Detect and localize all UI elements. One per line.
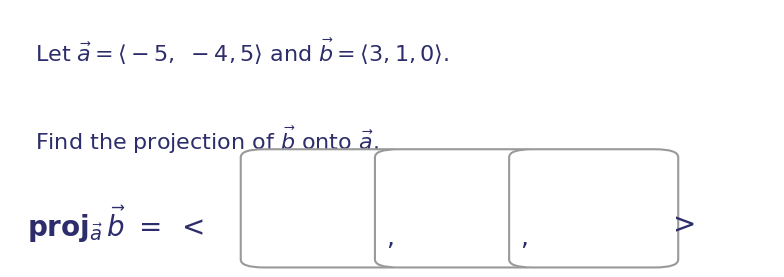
- Text: Let $\vec{a} = \langle -5,\ -4, 5\rangle$ and $\vec{b} = \langle 3, 1, 0\rangle$: Let $\vec{a} = \langle -5,\ -4, 5\rangle…: [35, 36, 449, 66]
- Text: $>$: $>$: [667, 211, 695, 238]
- FancyBboxPatch shape: [241, 149, 410, 268]
- FancyBboxPatch shape: [375, 149, 544, 268]
- Text: ,: ,: [386, 226, 394, 250]
- Text: $\mathbf{proj}_{\vec{a}}\, \vec{b}\ =\ <$: $\mathbf{proj}_{\vec{a}}\, \vec{b}\ =\ <…: [27, 204, 205, 245]
- Text: Find the projection of $\vec{b}$ onto $\vec{a}$.: Find the projection of $\vec{b}$ onto $\…: [35, 125, 379, 156]
- FancyBboxPatch shape: [509, 149, 678, 268]
- Text: ,: ,: [520, 226, 528, 250]
